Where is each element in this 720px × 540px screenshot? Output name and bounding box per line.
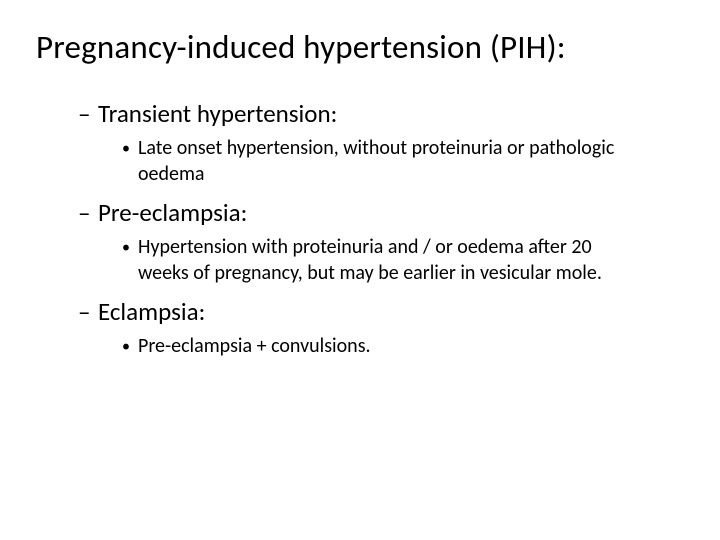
dash-bullet-icon: – [78, 98, 98, 129]
list-item: – Pre-eclampsia: [78, 197, 684, 228]
list-item: • Late onset hypertension, without prote… [122, 135, 684, 187]
dash-bullet-icon: – [78, 197, 98, 228]
list-item: • Hypertension with proteinuria and / or… [122, 234, 684, 286]
level1-heading: Pre-eclampsia: [98, 197, 684, 228]
list-item: – Eclampsia: [78, 296, 684, 327]
dot-bullet-icon: • [122, 337, 138, 358]
slide: Pregnancy-induced hypertension (PIH): – … [0, 0, 720, 540]
level2-body: Hypertension with proteinuria and / or o… [138, 234, 638, 286]
level2-body: Pre-eclampsia + convulsions. [138, 333, 638, 359]
dot-bullet-icon: • [122, 238, 138, 259]
dot-bullet-icon: • [122, 139, 138, 160]
dash-bullet-icon: – [78, 296, 98, 327]
level1-heading: Transient hypertension: [98, 98, 684, 129]
slide-title: Pregnancy-induced hypertension (PIH): [36, 28, 684, 68]
list-item: • Pre-eclampsia + convulsions. [122, 333, 684, 359]
list-item: – Transient hypertension: [78, 98, 684, 129]
level2-body: Late onset hypertension, without protein… [138, 135, 638, 187]
level1-heading: Eclampsia: [98, 296, 684, 327]
